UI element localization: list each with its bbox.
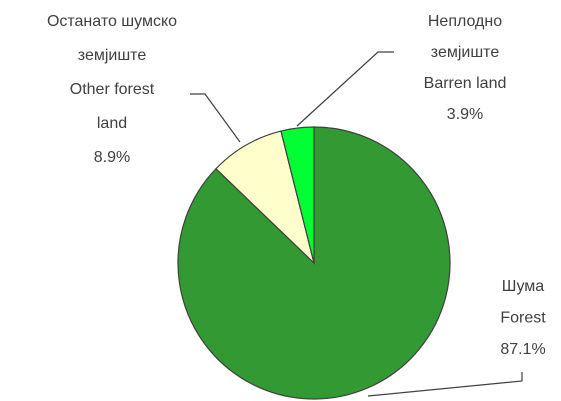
slice-label: Останато шумско bbox=[47, 13, 177, 30]
leader-line bbox=[190, 93, 241, 143]
slice-label: земјиште bbox=[78, 47, 147, 64]
pie bbox=[177, 126, 451, 400]
slice-label: Other forest bbox=[70, 81, 155, 98]
value-label: 8.9% bbox=[94, 149, 130, 166]
slice-label: Forest bbox=[500, 310, 546, 327]
value-label: 87.1% bbox=[500, 341, 545, 358]
slice-label: land bbox=[97, 115, 127, 132]
slice-label: земјиште bbox=[431, 44, 500, 61]
leader-line bbox=[367, 372, 523, 397]
leader-line bbox=[296, 51, 394, 127]
slice-label: Неплодно bbox=[428, 13, 502, 30]
value-label: 3.9% bbox=[447, 106, 483, 123]
slice-label: Шума bbox=[502, 278, 544, 295]
slice-label: Barren land bbox=[424, 75, 507, 92]
pie-slice bbox=[280, 126, 315, 264]
